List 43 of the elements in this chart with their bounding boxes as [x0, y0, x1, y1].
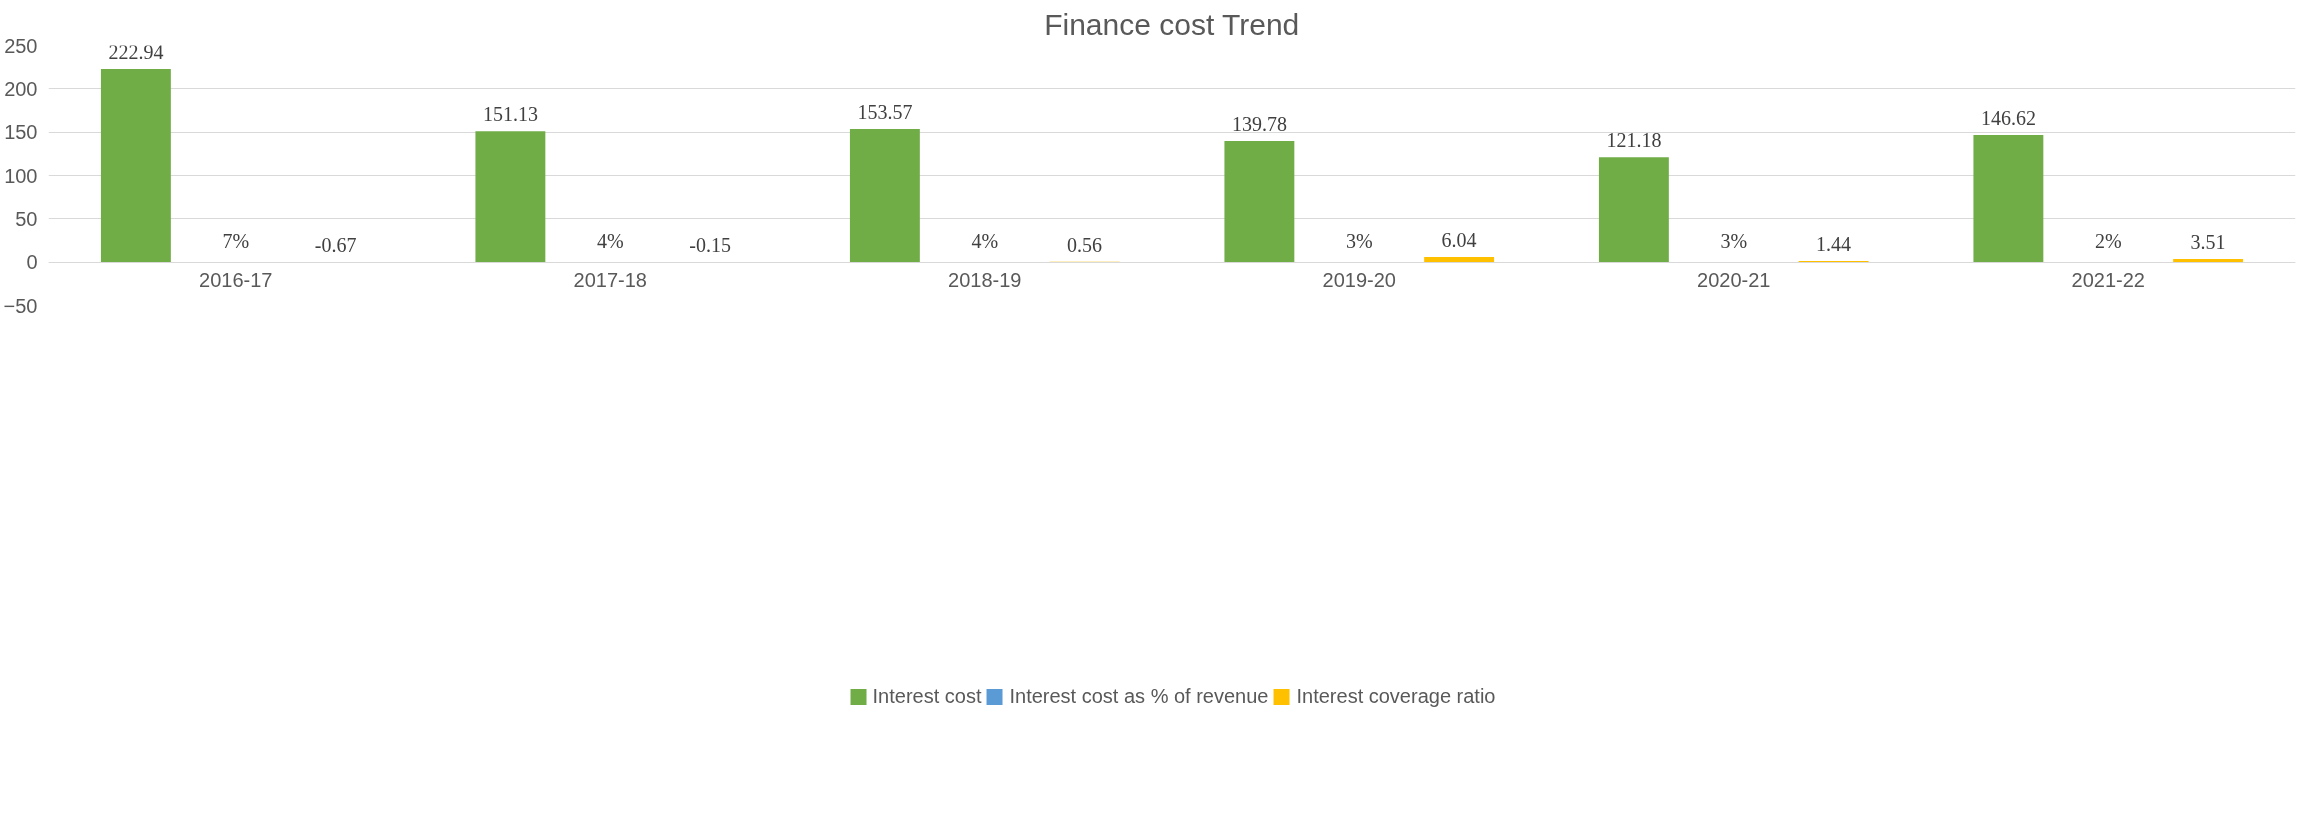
y-tick-label: 200 — [4, 77, 38, 100]
x-tick-label: 2018-19 — [948, 269, 1022, 292]
data-label: -0.67 — [314, 234, 357, 257]
legend-label: Interest coverage ratio — [1296, 684, 1496, 708]
y-tick-label: 150 — [4, 121, 38, 144]
bar — [849, 129, 920, 263]
data-label: 6.04 — [1441, 228, 1477, 251]
data-label: 121.18 — [1606, 129, 1662, 152]
bar — [1424, 256, 1495, 263]
data-label: 0.56 — [1067, 233, 1103, 256]
bar — [1973, 135, 2044, 263]
data-label: 222.94 — [108, 40, 164, 63]
data-label: 4% — [971, 230, 999, 253]
bar — [1224, 141, 1295, 263]
y-tick-label: 50 — [15, 207, 38, 230]
bar — [100, 68, 171, 263]
data-label: 1.44 — [1816, 232, 1852, 255]
chart-title: Finance cost Trend — [1044, 7, 1300, 41]
data-label: 153.57 — [857, 101, 913, 124]
data-label: 7% — [222, 230, 250, 253]
data-label: 3% — [1345, 230, 1373, 253]
data-label: 3% — [1720, 230, 1748, 253]
data-label: 146.62 — [1980, 107, 2036, 130]
x-tick-label: 2019-20 — [1322, 269, 1396, 292]
data-label: 2% — [2094, 230, 2122, 253]
y-tick-label: 100 — [4, 164, 38, 187]
data-label: 139.78 — [1231, 113, 1287, 136]
y-tick-label: 250 — [4, 34, 38, 57]
y-tick-label: −50 — [3, 294, 38, 317]
bar — [475, 131, 546, 263]
x-tick-label: 2021-22 — [2071, 269, 2145, 292]
x-tick-label: 2016-17 — [199, 269, 273, 292]
data-label: -0.15 — [689, 234, 731, 257]
y-tick-label: 0 — [26, 251, 38, 274]
data-label: 4% — [596, 230, 624, 253]
data-label: 3.51 — [2190, 231, 2226, 254]
legend-label: Interest cost — [872, 684, 982, 708]
bar — [1598, 157, 1669, 263]
bar — [2173, 259, 2244, 263]
x-tick-label: 2020-21 — [1697, 269, 1771, 292]
data-label: 151.13 — [482, 103, 538, 126]
legend-label: Interest cost as % of revenue — [1009, 684, 1269, 708]
x-tick-label: 2017-18 — [573, 269, 647, 292]
